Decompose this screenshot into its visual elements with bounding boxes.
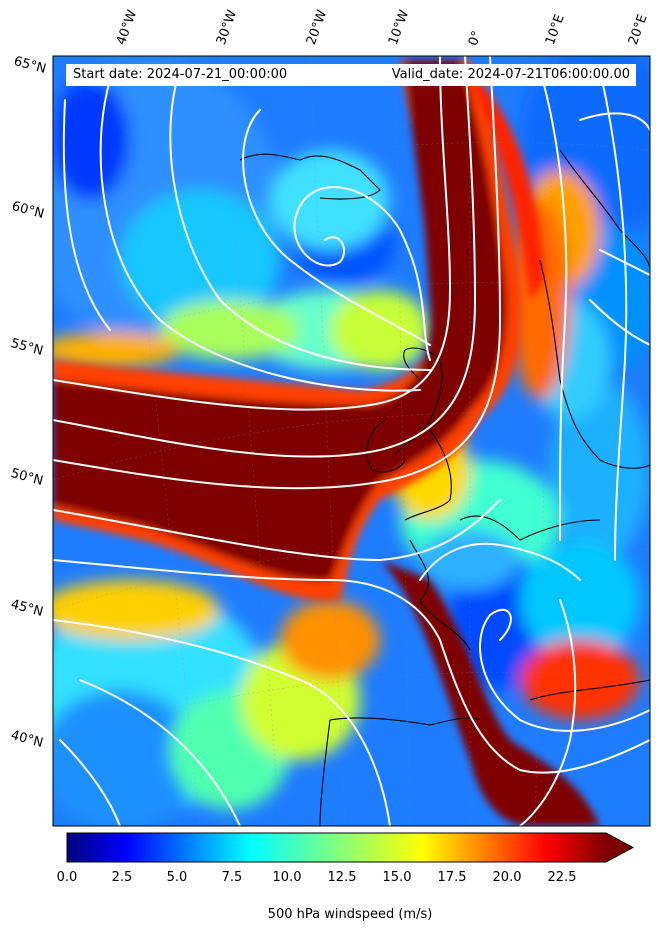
streamline — [53, 56, 502, 490]
streamline — [53, 56, 452, 411]
colorbar-tick: 7.5 — [221, 870, 243, 885]
colorbar-label: 500 hPa windspeed (m/s) — [267, 907, 433, 922]
start-date-label: Start date: 2024-07-21_00:00:00 — [73, 67, 288, 82]
colorbar-outline — [66, 832, 635, 863]
colorbar-tick: 20.0 — [492, 870, 522, 885]
header-box: Start date: 2024-07-21_00:00:00 Valid_da… — [66, 64, 636, 86]
north-sea-coast — [459, 515, 601, 541]
streamline — [53, 56, 477, 458]
colorbar-tick: 5.0 — [166, 870, 188, 885]
streamline — [579, 112, 650, 131]
streamline — [589, 299, 650, 346]
streamline — [62, 99, 111, 331]
iberia-west-coast — [319, 719, 331, 826]
colorbar — [66, 832, 635, 863]
colorbar-tick: 0.0 — [56, 870, 78, 885]
streamline — [53, 559, 650, 774]
colorbar-tick: 15.0 — [382, 870, 412, 885]
colorbar-tick: 17.5 — [437, 870, 467, 885]
streamlines — [53, 56, 650, 826]
france-coast — [409, 539, 471, 651]
map-frame — [52, 55, 651, 827]
ireland-coast — [366, 419, 406, 473]
streamline — [519, 599, 577, 826]
streamline — [599, 249, 650, 276]
scandinavia-north-coast — [559, 149, 650, 271]
iberia-north-coast — [329, 717, 481, 726]
colorbar-extend-arrow — [606, 833, 633, 862]
norway-coast — [539, 259, 650, 469]
streamline — [169, 69, 431, 371]
iceland-coast — [239, 153, 381, 200]
streamline — [539, 69, 568, 541]
graticule — [53, 56, 650, 826]
colorbar-tick: 2.5 — [111, 870, 133, 885]
streamline — [79, 679, 241, 826]
colorbar-tick: 22.5 — [547, 870, 577, 885]
streamline — [53, 499, 501, 562]
streamline — [479, 608, 650, 732]
streamline — [419, 542, 581, 581]
streamline — [53, 619, 391, 826]
streamline — [242, 109, 431, 346]
streamline — [599, 69, 628, 561]
colorbar-gradient — [67, 833, 606, 862]
windspeed-field — [53, 56, 650, 826]
valid-date-label: Valid_date: 2024-07-21T06:00:00.00 — [391, 67, 630, 82]
colorbar-tick: 10.0 — [272, 870, 302, 885]
coastlines — [239, 149, 650, 826]
england-coast — [404, 429, 452, 521]
streamline — [59, 739, 121, 826]
streamline — [293, 186, 431, 361]
italy-coast — [529, 679, 650, 701]
colorbar-tick: 12.5 — [327, 870, 357, 885]
streamline — [99, 79, 421, 392]
